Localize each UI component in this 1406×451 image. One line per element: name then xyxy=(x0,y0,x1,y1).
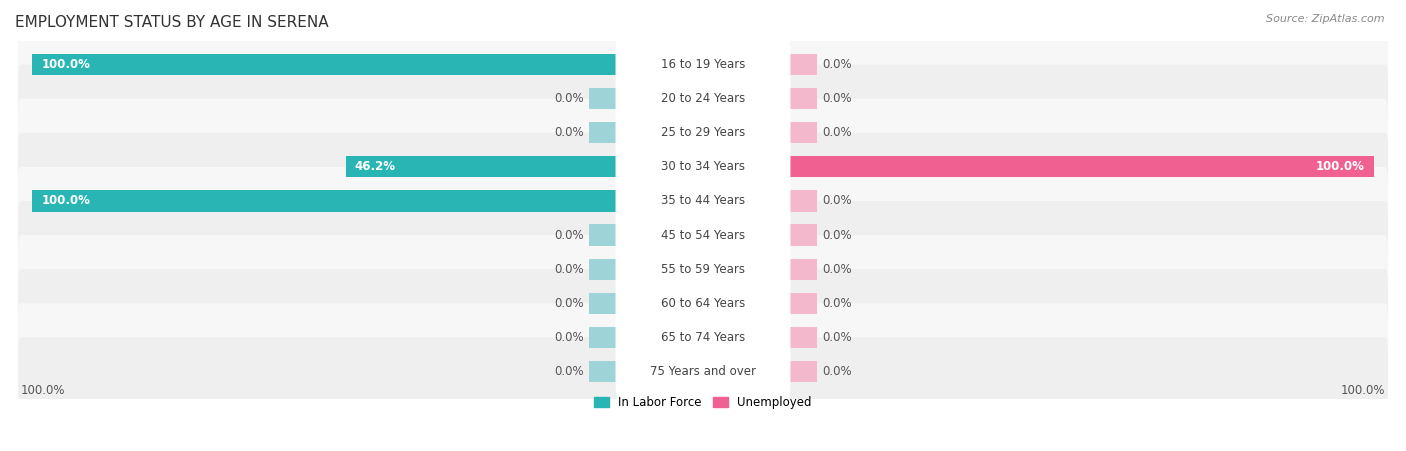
Text: 0.0%: 0.0% xyxy=(823,331,852,344)
Text: 20 to 24 Years: 20 to 24 Years xyxy=(661,92,745,105)
Text: 0.0%: 0.0% xyxy=(554,229,583,242)
Text: 46.2%: 46.2% xyxy=(354,161,396,174)
Text: 0.0%: 0.0% xyxy=(554,297,583,310)
Text: 16 to 19 Years: 16 to 19 Years xyxy=(661,58,745,71)
FancyBboxPatch shape xyxy=(18,31,1388,99)
Bar xyxy=(589,54,616,75)
Text: 0.0%: 0.0% xyxy=(554,365,583,378)
Bar xyxy=(790,88,817,109)
FancyBboxPatch shape xyxy=(616,241,790,297)
Bar xyxy=(790,156,1374,178)
Bar xyxy=(32,190,616,212)
FancyBboxPatch shape xyxy=(616,173,790,229)
FancyBboxPatch shape xyxy=(616,105,790,161)
FancyBboxPatch shape xyxy=(616,138,790,195)
Bar xyxy=(790,156,817,178)
FancyBboxPatch shape xyxy=(18,133,1388,201)
Text: 45 to 54 Years: 45 to 54 Years xyxy=(661,229,745,242)
Text: 100.0%: 100.0% xyxy=(1341,384,1385,397)
Bar xyxy=(790,293,817,314)
Bar xyxy=(589,327,616,348)
Bar xyxy=(790,327,817,348)
Bar xyxy=(790,190,817,212)
FancyBboxPatch shape xyxy=(18,337,1388,405)
Text: 55 to 59 Years: 55 to 59 Years xyxy=(661,262,745,276)
Text: 0.0%: 0.0% xyxy=(823,194,852,207)
Text: 0.0%: 0.0% xyxy=(823,262,852,276)
Bar xyxy=(790,225,817,246)
Text: 0.0%: 0.0% xyxy=(823,58,852,71)
Bar xyxy=(790,122,817,143)
Text: 0.0%: 0.0% xyxy=(823,365,852,378)
Bar xyxy=(589,361,616,382)
Bar xyxy=(589,258,616,280)
Bar xyxy=(589,88,616,109)
Text: 0.0%: 0.0% xyxy=(823,229,852,242)
Text: 100.0%: 100.0% xyxy=(41,194,90,207)
Bar xyxy=(790,361,817,382)
Text: 0.0%: 0.0% xyxy=(554,262,583,276)
Bar xyxy=(589,225,616,246)
Text: 0.0%: 0.0% xyxy=(823,126,852,139)
FancyBboxPatch shape xyxy=(616,309,790,365)
Text: 100.0%: 100.0% xyxy=(1316,161,1365,174)
Text: EMPLOYMENT STATUS BY AGE IN SERENA: EMPLOYMENT STATUS BY AGE IN SERENA xyxy=(15,15,329,30)
Text: 0.0%: 0.0% xyxy=(554,92,583,105)
Text: 30 to 34 Years: 30 to 34 Years xyxy=(661,161,745,174)
FancyBboxPatch shape xyxy=(616,343,790,400)
Text: 0.0%: 0.0% xyxy=(823,297,852,310)
Bar xyxy=(346,156,616,178)
Text: 100.0%: 100.0% xyxy=(21,384,65,397)
Text: 0.0%: 0.0% xyxy=(823,92,852,105)
FancyBboxPatch shape xyxy=(18,65,1388,133)
Text: 75 Years and over: 75 Years and over xyxy=(650,365,756,378)
FancyBboxPatch shape xyxy=(18,303,1388,371)
FancyBboxPatch shape xyxy=(18,235,1388,303)
Text: 25 to 29 Years: 25 to 29 Years xyxy=(661,126,745,139)
FancyBboxPatch shape xyxy=(18,99,1388,167)
Text: 35 to 44 Years: 35 to 44 Years xyxy=(661,194,745,207)
Bar xyxy=(589,190,616,212)
Bar xyxy=(589,122,616,143)
Bar xyxy=(790,54,817,75)
Text: Source: ZipAtlas.com: Source: ZipAtlas.com xyxy=(1267,14,1385,23)
FancyBboxPatch shape xyxy=(18,269,1388,337)
Text: 60 to 64 Years: 60 to 64 Years xyxy=(661,297,745,310)
Bar xyxy=(790,258,817,280)
FancyBboxPatch shape xyxy=(18,167,1388,235)
Legend: In Labor Force, Unemployed: In Labor Force, Unemployed xyxy=(589,391,817,414)
FancyBboxPatch shape xyxy=(616,70,790,127)
Bar xyxy=(589,156,616,178)
FancyBboxPatch shape xyxy=(616,37,790,93)
FancyBboxPatch shape xyxy=(616,275,790,331)
Text: 100.0%: 100.0% xyxy=(41,58,90,71)
Text: 0.0%: 0.0% xyxy=(554,126,583,139)
Bar xyxy=(32,54,616,75)
Bar xyxy=(589,293,616,314)
Text: 65 to 74 Years: 65 to 74 Years xyxy=(661,331,745,344)
FancyBboxPatch shape xyxy=(18,201,1388,269)
Text: 0.0%: 0.0% xyxy=(554,331,583,344)
FancyBboxPatch shape xyxy=(616,207,790,263)
